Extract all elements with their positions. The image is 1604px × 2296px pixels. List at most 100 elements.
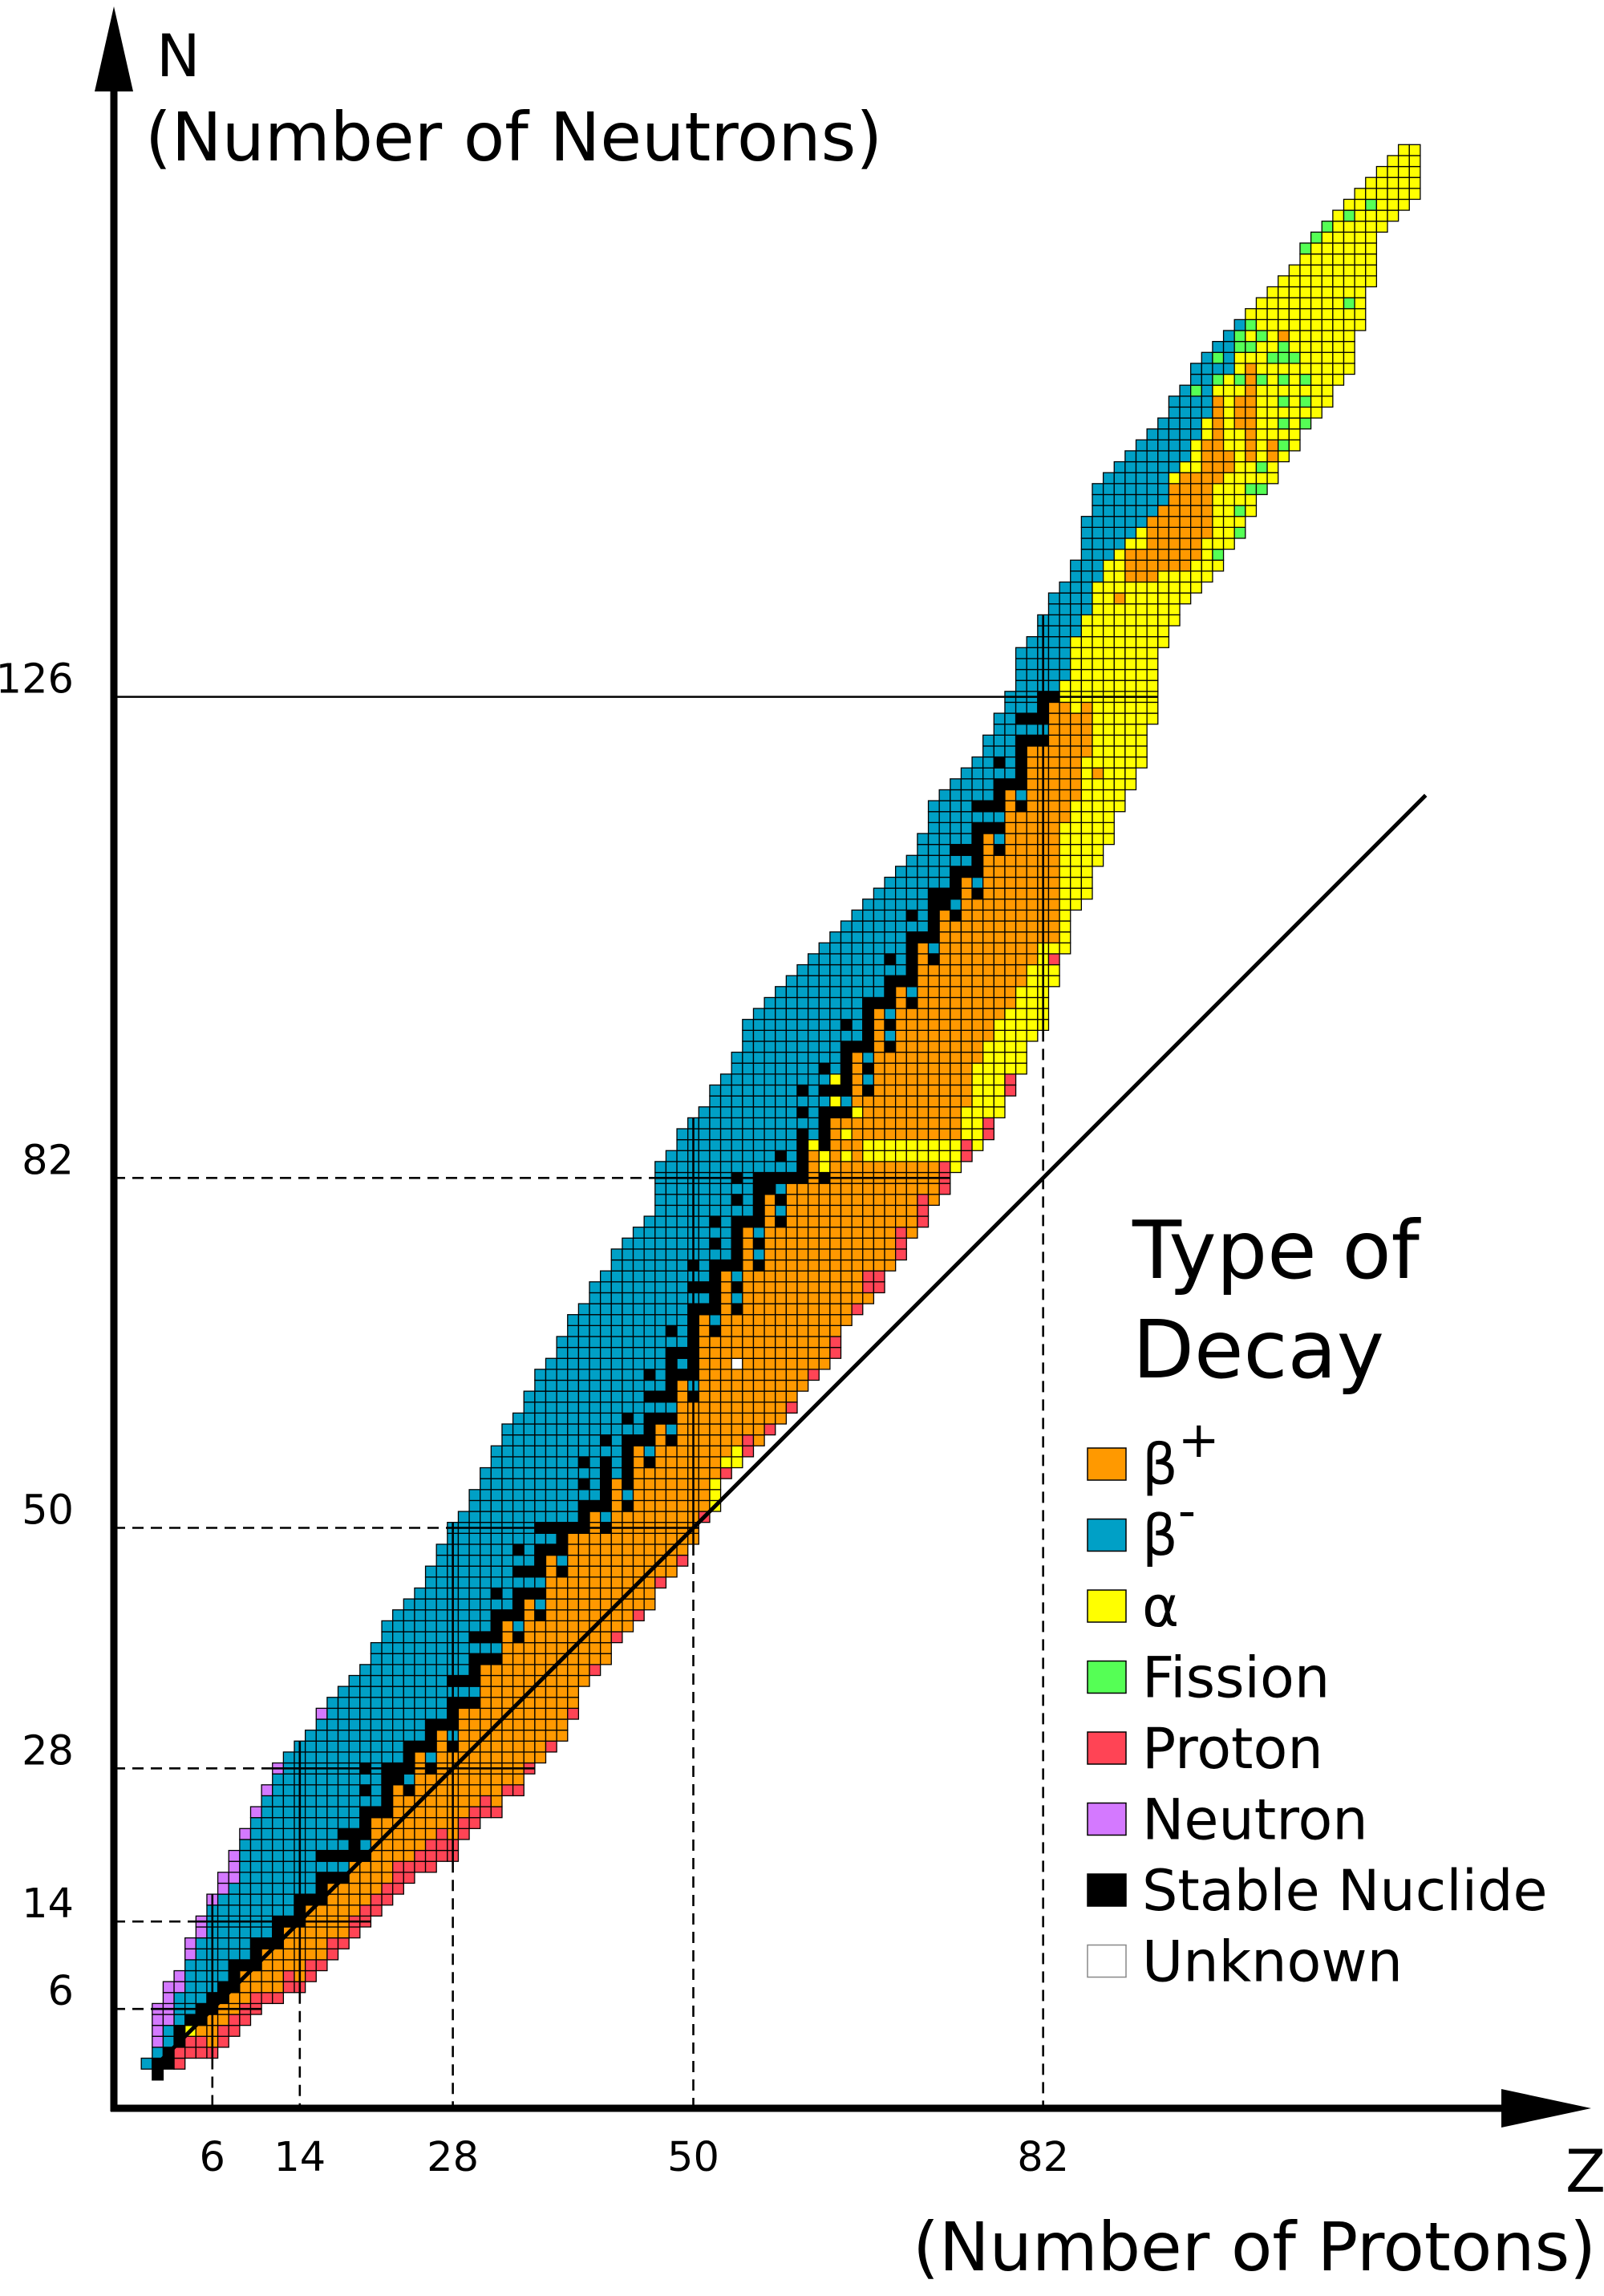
nuclide-cell: [1015, 1029, 1027, 1042]
nuclide-cell: [501, 1609, 514, 1621]
nuclide-cell: [1245, 406, 1258, 419]
nuclide-cell: [1015, 821, 1027, 834]
nuclide-cell: [249, 1806, 262, 1819]
nuclide-cell: [315, 1751, 328, 1764]
nuclide-cell: [337, 1773, 350, 1786]
nuclide-cell: [556, 1499, 569, 1512]
nuclide-cell: [589, 1532, 602, 1545]
nuclide-cell: [217, 2025, 229, 2037]
nuclide-cell: [1102, 537, 1115, 550]
nuclide-cell: [840, 1281, 853, 1294]
nuclide-cell: [468, 1707, 481, 1720]
nuclide-cell: [1080, 821, 1093, 834]
nuclide-cell: [1146, 439, 1159, 452]
nuclide-cell: [1026, 854, 1039, 867]
nuclide-cell: [785, 1019, 798, 1031]
nuclide-cell: [1190, 537, 1202, 550]
nuclide-cell: [1124, 701, 1137, 714]
nuclide-cell: [840, 975, 853, 988]
nuclide-cell: [556, 1456, 569, 1469]
nuclide-cell: [381, 1718, 394, 1731]
nuclide-cell: [610, 1587, 623, 1600]
nuclide-cell: [1047, 920, 1060, 933]
nuclide-cell: [556, 1718, 569, 1731]
nuclide-cell: [1222, 330, 1235, 343]
nuclide-cell: [424, 1653, 437, 1665]
nuclide-cell: [1080, 603, 1093, 616]
nuclide-cell: [545, 1402, 557, 1414]
nuclide-cell: [184, 1992, 196, 2005]
nuclide-cell: [1080, 559, 1093, 572]
nuclide-cell: [840, 1138, 853, 1151]
nuclide-cell: [435, 1620, 448, 1633]
nuclide-cell: [632, 1248, 645, 1261]
nuclide-cell: [731, 1051, 743, 1064]
nuclide-cell: [1168, 526, 1181, 539]
nuclide-cell: [468, 1751, 481, 1764]
nuclide-cell: [1015, 756, 1027, 769]
nuclide-cell: [622, 1270, 634, 1283]
nuclide-cell: [370, 1893, 383, 1906]
nuclide-cell: [610, 1554, 623, 1567]
nuclide-cell: [622, 1369, 634, 1381]
nuclide-cell: [228, 2014, 241, 2026]
nuclide-cell: [435, 1729, 448, 1742]
nuclide-cell: [818, 1008, 831, 1020]
nuclide-cell: [1354, 221, 1367, 233]
nuclide-cell: [709, 1314, 722, 1326]
n-equals-z-line: [156, 793, 1428, 2066]
nuclide-cell: [895, 996, 907, 1009]
nuclide-cell: [698, 1182, 711, 1195]
nuclide-cell: [1146, 614, 1159, 627]
nuclide-cell: [523, 1609, 536, 1621]
nuclide-cell: [512, 1620, 525, 1633]
nuclide-cell: [982, 909, 994, 922]
nuclide-cell: [1354, 188, 1367, 201]
nuclide-cell: [840, 1259, 853, 1272]
nuclide-cell: [960, 1138, 973, 1151]
nuclide-cell: [490, 1511, 503, 1523]
nuclide-cell: [610, 1324, 623, 1337]
nuclide-cell: [457, 1827, 470, 1840]
nuclide-cell: [1004, 876, 1017, 889]
nuclide-cell: [1255, 450, 1268, 463]
nuclide-cell: [1047, 603, 1060, 616]
nuclide-cell: [1179, 581, 1192, 594]
nuclide-cell: [589, 1336, 602, 1349]
nuclide-cell: [261, 1969, 273, 1982]
nuclide-cell: [173, 2025, 186, 2037]
nuclide-cell: [577, 1466, 590, 1479]
nuclide-cell: [414, 1653, 427, 1665]
nuclide-cell: [1026, 811, 1039, 824]
nuclide-cell: [982, 1029, 994, 1042]
nuclide-cell: [785, 1303, 798, 1316]
nuclide-cell: [556, 1674, 569, 1687]
nuclide-cell: [567, 1402, 580, 1414]
nuclide-cell: [468, 1685, 481, 1698]
nuclide-cell: [851, 1227, 864, 1239]
nuclide-cell: [1070, 658, 1083, 671]
nuclide-cell: [282, 1905, 295, 1917]
nuclide-cell: [1015, 986, 1027, 999]
nuclide-cell: [742, 1095, 755, 1108]
nuclide-cell: [807, 1019, 820, 1031]
nuclide-cell: [905, 1161, 918, 1174]
nuclide-cell: [643, 1369, 656, 1381]
nuclide-cell: [862, 1117, 875, 1130]
nuclide-cell: [731, 1204, 743, 1217]
nuclide-cell: [829, 1019, 842, 1031]
nuclide-cell: [337, 1795, 350, 1807]
nuclide-cell: [184, 1937, 196, 1949]
nuclide-cell: [348, 1872, 361, 1884]
nuclide-cell: [654, 1215, 667, 1228]
nuclide-cell: [775, 1248, 788, 1261]
nuclide-cell: [927, 1128, 940, 1141]
nuclide-cell: [938, 1161, 951, 1174]
nuclide-cell: [162, 2035, 175, 2048]
nuclide-cell: [1102, 679, 1115, 692]
nuclide-cell: [752, 1084, 765, 1097]
nuclide-cell: [731, 1456, 743, 1469]
nuclide-cell: [534, 1445, 547, 1458]
nuclide-cell: [381, 1882, 394, 1895]
nuclide-cell: [1278, 396, 1290, 408]
